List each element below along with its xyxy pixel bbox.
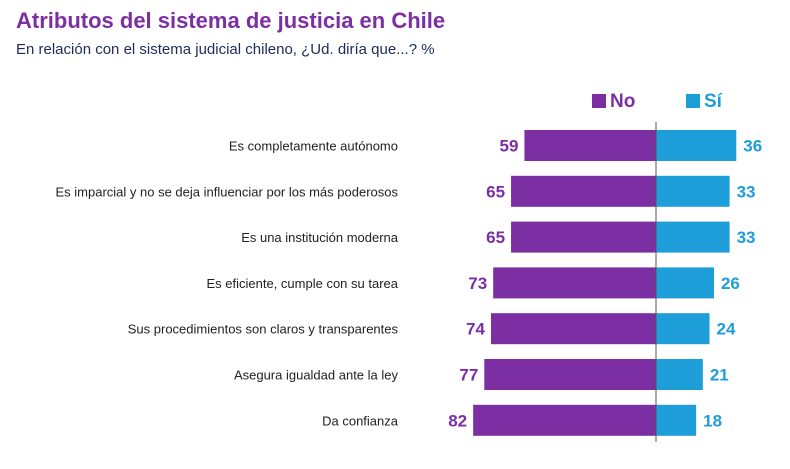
bar-si: [656, 267, 714, 299]
bar-no: [493, 267, 656, 299]
chart-title: Atributos del sistema de justicia en Chi…: [16, 8, 446, 33]
category-label: Asegura igualdad ante la ley: [234, 368, 399, 383]
category-label: Es eficiente, cumple con su tarea: [207, 276, 399, 291]
data-label-no: 65: [486, 182, 505, 201]
data-label-si: 36: [743, 137, 762, 156]
bar-si: [656, 221, 730, 253]
bar-no: [473, 404, 656, 436]
bar-si: [656, 404, 697, 436]
data-label-si: 26: [721, 274, 740, 293]
bar-si: [656, 359, 703, 390]
data-label-no: 82: [448, 411, 467, 430]
chart-subtitle: En relación con el sistema judicial chil…: [16, 41, 435, 58]
bar-no: [490, 313, 656, 345]
data-label-no: 73: [468, 274, 487, 293]
data-label-no: 59: [500, 137, 519, 156]
bar-no: [511, 221, 656, 253]
data-label-si: 21: [710, 366, 729, 385]
category-label: Es imparcial y no se deja influenciar po…: [55, 184, 398, 199]
bar-si: [656, 175, 730, 207]
data-label-si: 24: [717, 320, 736, 339]
bar-si: [656, 130, 737, 161]
legend-label-no: No: [610, 91, 635, 112]
data-label-no: 74: [466, 320, 485, 339]
data-label-no: 77: [459, 366, 478, 385]
bar-no: [524, 130, 656, 161]
data-label-si: 33: [737, 182, 756, 201]
bar-no: [484, 359, 656, 390]
data-label-no: 65: [486, 228, 505, 247]
legend-swatch-si: [686, 94, 700, 108]
data-label-si: 18: [703, 411, 722, 430]
bar-no: [511, 175, 656, 207]
category-label: Es una institución moderna: [241, 230, 399, 245]
category-label: Da confianza: [322, 413, 399, 428]
legend-label-si: Sí: [704, 91, 723, 112]
data-label-si: 33: [737, 228, 756, 247]
category-label: Es completamente autónomo: [229, 139, 398, 154]
legend-swatch-no: [592, 94, 606, 108]
bar-si: [656, 313, 710, 345]
category-label: Sus procedimientos son claros y transpar…: [128, 322, 399, 337]
